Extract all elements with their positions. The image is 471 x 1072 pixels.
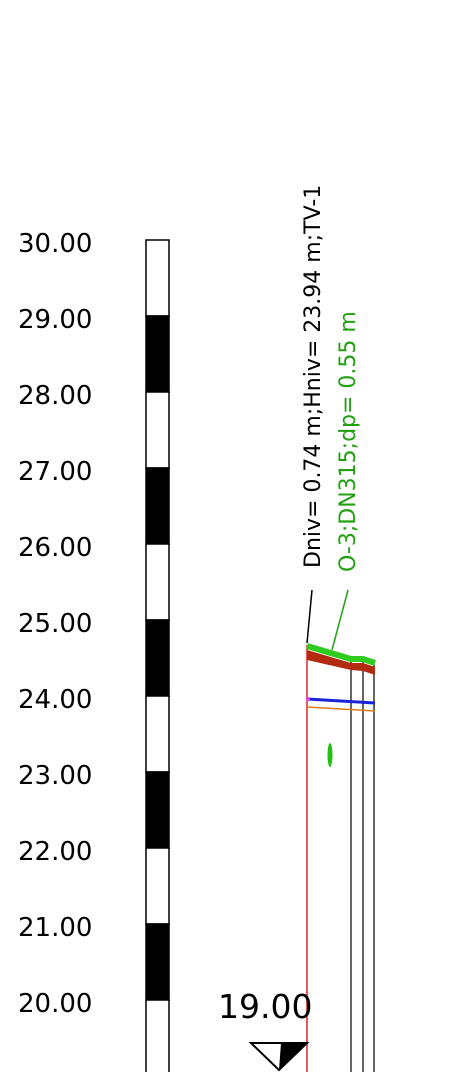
pipe-info-leader [331,589,349,651]
scale-segment-19-20 [145,999,170,1072]
reference-level-marker [248,1042,310,1072]
scale-segment-29-30 [145,239,170,317]
water-level-marker [306,697,310,701]
tick-label-21: 21.00 [18,913,92,943]
scale-segment-23-24 [145,695,170,773]
ground-surface-line [306,643,376,666]
pipe-level-line [306,706,376,712]
level-info-label: Dniv= 0.74 m;Hniv= 23.94 m;TV-1 [301,185,326,568]
tick-label-20: 20.00 [18,989,92,1019]
pipe-symbol [327,743,333,767]
water-level-line [306,697,376,705]
tick-label-24: 24.00 [18,685,92,715]
tick-label-23: 23.00 [18,761,92,791]
scale-segment-26-27 [145,467,170,545]
reference-level-label: 19.00 [218,987,312,1026]
scale-segment-21-22 [145,847,170,925]
scale-segment-20-21 [145,923,170,1001]
tick-label-26: 26.00 [18,533,92,563]
scale-segment-28-29 [145,315,170,393]
borehole-column [306,643,376,1072]
reference-triangle-dark [279,1043,307,1070]
scale-segment-25-26 [145,543,170,621]
tick-label-22: 22.00 [18,837,92,867]
tick-label-28: 28.00 [18,381,92,411]
level-info-leader [306,589,313,644]
tick-label-27: 27.00 [18,457,92,487]
scale-segment-27-28 [145,391,170,469]
soil-layer [307,650,375,675]
scale-segment-24-25 [145,619,170,697]
pipe-info-label: O-3;DN315;dp= 0.55 m [336,311,361,572]
elevation-scale-bar [145,239,170,1072]
scale-segment-22-23 [145,771,170,849]
tick-label-30: 30.00 [18,229,92,259]
elevation-tick-labels: 30.00 29.00 28.00 27.00 26.00 25.00 24.0… [18,229,92,1019]
tick-label-29: 29.00 [18,305,92,335]
tick-label-25: 25.00 [18,609,92,639]
